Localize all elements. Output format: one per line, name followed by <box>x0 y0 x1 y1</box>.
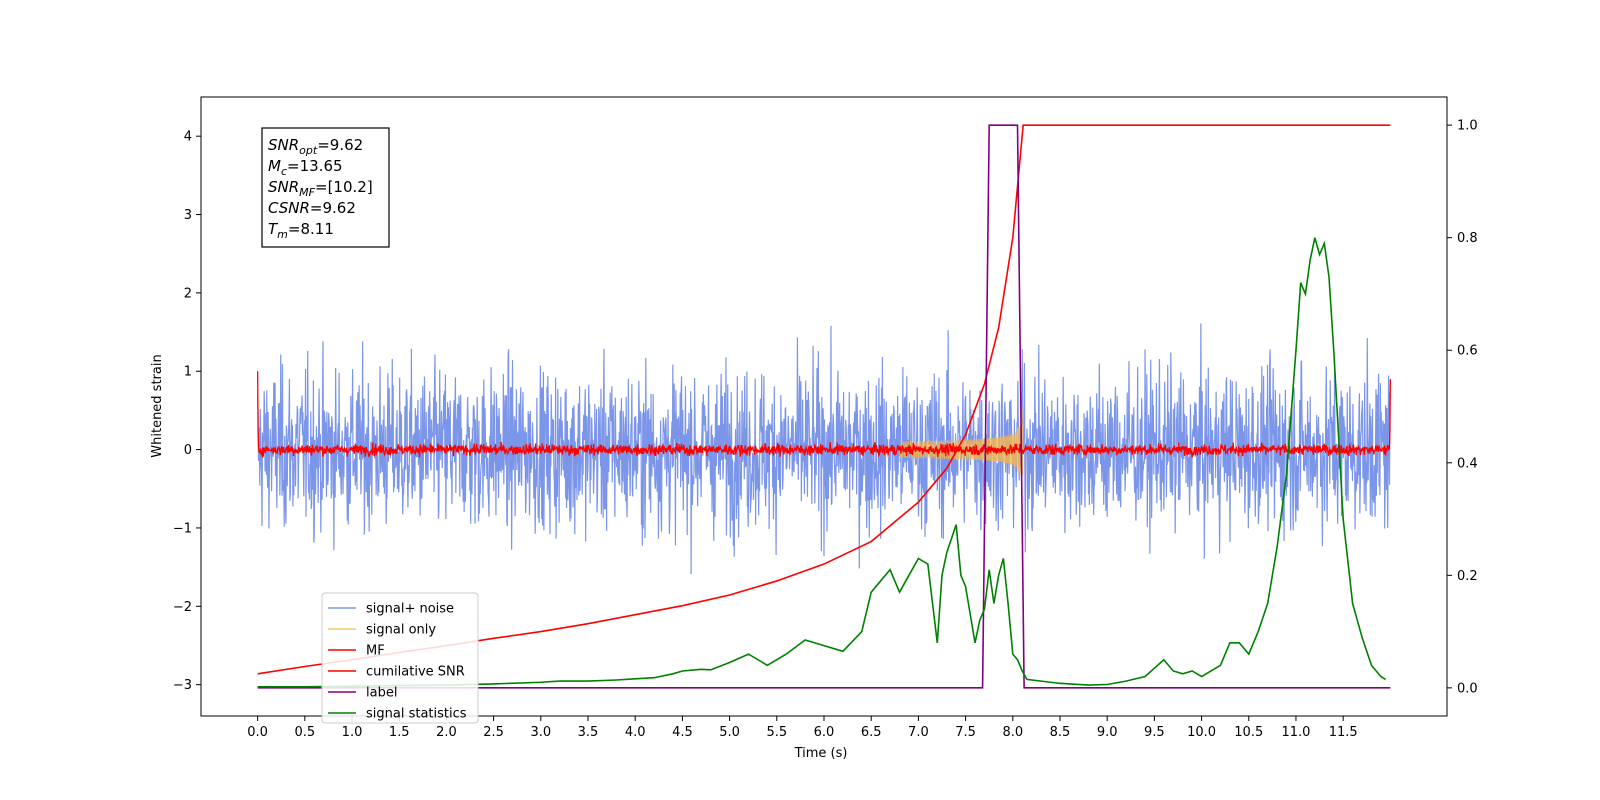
x-tick-label: 10.5 <box>1234 725 1263 740</box>
x-axis-label: Time (s) <box>794 746 848 761</box>
y-tick-label: 2 <box>184 286 192 301</box>
legend-label: cumilative SNR <box>366 665 465 680</box>
y-tick-label: −1 <box>173 521 192 536</box>
y-tick-label: −3 <box>173 678 192 693</box>
legend-label: label <box>366 686 397 701</box>
legend-label: signal statistics <box>366 707 467 722</box>
x-tick-label: 9.0 <box>1097 725 1118 740</box>
annotation-line: CSNR=9.62 <box>268 199 356 217</box>
series-mf <box>256 371 1392 459</box>
x-tick-label: 1.0 <box>342 725 363 740</box>
legend-label: MF <box>366 644 385 659</box>
x-tick-label: 10.0 <box>1187 725 1216 740</box>
x-tick-label: 3.0 <box>530 725 551 740</box>
y2-tick-label: 1.0 <box>1457 119 1478 134</box>
x-tick-label: 1.5 <box>389 725 410 740</box>
legend-label: signal only <box>366 623 436 638</box>
x-tick-label: 11.5 <box>1329 725 1358 740</box>
x-tick-label: 9.5 <box>1144 725 1165 740</box>
y2-tick-label: 0.6 <box>1457 344 1478 359</box>
x-tick-label: 2.5 <box>483 725 504 740</box>
x-tick-label: 8.5 <box>1050 725 1071 740</box>
series-signal-noise <box>257 323 1391 574</box>
y2-tick-label: 0.2 <box>1457 569 1478 584</box>
y-tick-label: 0 <box>184 443 192 458</box>
x-tick-label: 2.0 <box>436 725 457 740</box>
annotation-line: SNRMF=[10.2] <box>268 178 373 199</box>
x-tick-label: 0.5 <box>294 725 315 740</box>
x-tick-label: 4.0 <box>625 725 646 740</box>
x-tick-label: 7.5 <box>955 725 976 740</box>
y-axis-left: −3 −2 −1 0 1 2 3 4 <box>173 130 201 693</box>
annotation-line: Tm=8.11 <box>268 220 334 241</box>
x-tick-label: 11.0 <box>1281 725 1310 740</box>
x-axis: 0.0 0.5 1.0 1.5 2.0 2.5 3.0 3.5 4.0 4.5 5.0 5.5 6.0 6… <box>247 716 1358 740</box>
x-tick-label: 6.0 <box>814 725 835 740</box>
y-axis-label: Whitened strain <box>150 354 165 457</box>
y-tick-label: 4 <box>184 130 192 145</box>
x-tick-label: 0.0 <box>247 725 268 740</box>
x-tick-label: 8.0 <box>1002 725 1023 740</box>
x-tick-label: 6.5 <box>861 725 882 740</box>
annotation-line: SNRopt=9.62 <box>268 136 363 157</box>
y2-tick-label: 0.8 <box>1457 231 1478 246</box>
legend: signal+ noise signal only MF cumilative SNR… <box>321 592 479 724</box>
legend-label: signal+ noise <box>366 602 454 617</box>
y2-tick-label: 0.4 <box>1457 456 1478 471</box>
y-tick-label: 3 <box>184 208 192 223</box>
annotation-line: Mc=13.65 <box>268 157 343 178</box>
series-label <box>257 124 1391 689</box>
y-tick-label: −2 <box>173 600 192 615</box>
x-tick-label: 4.5 <box>672 725 693 740</box>
y-tick-label: 1 <box>184 365 192 380</box>
x-tick-label: 5.0 <box>719 725 740 740</box>
annotation-box: SNRopt=9.62Mc=13.65SNRMF=[10.2]CSNR=9.62… <box>261 127 390 248</box>
x-tick-label: 7.0 <box>908 725 929 740</box>
series-signal-statistics <box>257 237 1387 688</box>
x-tick-label: 5.5 <box>766 725 787 740</box>
y-axis-right: 0.0 0.2 0.4 0.6 0.8 1.0 <box>1447 119 1478 696</box>
x-tick-label: 3.5 <box>578 725 599 740</box>
y2-tick-label: 0.0 <box>1457 681 1478 696</box>
